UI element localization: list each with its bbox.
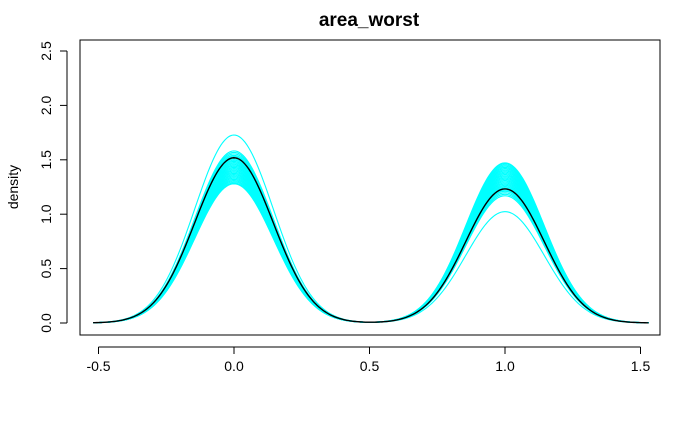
resample-density-line	[93, 170, 649, 324]
resample-density-line	[93, 168, 649, 324]
resample-density-line	[93, 164, 649, 324]
resample-density-line	[93, 162, 649, 324]
chart-title: area_worst	[319, 10, 420, 31]
resample-density-line	[93, 154, 649, 324]
x-tick-label: 0.5	[360, 358, 380, 374]
series-layer	[93, 134, 649, 324]
resample-density-line	[93, 151, 649, 324]
resample-density-line	[93, 167, 649, 324]
resample-density-line	[93, 164, 649, 324]
x-tick-label: 1.5	[631, 358, 651, 374]
y-axis-label: density	[5, 165, 21, 209]
y-axis: 0.0 0.5 1.0 1.5 2.0 2.5	[38, 41, 68, 333]
resample-density-line	[93, 150, 649, 324]
resample-density-line	[93, 166, 649, 324]
resample-density-line	[93, 171, 649, 324]
resample-density-line	[93, 165, 649, 324]
y-tick-label: 2.5	[38, 41, 54, 61]
y-tick-label: 0.0	[38, 313, 54, 333]
resample-density-line	[93, 169, 649, 324]
resample-density-line	[93, 172, 649, 324]
resample-density-line	[93, 165, 649, 324]
resample-density-line	[93, 166, 649, 324]
resample-density-line	[93, 134, 649, 324]
resample-density-line	[93, 159, 649, 324]
resample-density-line	[93, 169, 649, 324]
x-tick-label: 0.0	[224, 358, 244, 374]
resample-density-line	[93, 160, 649, 324]
y-tick-label: 2.0	[38, 95, 54, 115]
plot-frame	[79, 39, 661, 336]
resample-density-line	[93, 153, 649, 324]
resample-density-line	[93, 161, 649, 324]
resample-density-line	[93, 158, 649, 324]
resample-density-line	[93, 163, 649, 324]
x-tick-label: -0.5	[86, 358, 110, 374]
resample-density-line	[93, 171, 649, 324]
resample-density-line	[93, 157, 649, 324]
reference-density-line	[93, 157, 649, 324]
y-tick-label: 0.5	[38, 259, 54, 279]
y-tick-label: 1.0	[38, 204, 54, 224]
y-tick-label: 1.5	[38, 150, 54, 170]
resample-density-line	[93, 170, 649, 324]
resample-density-line	[93, 156, 649, 324]
x-tick-label: 1.0	[495, 358, 515, 374]
x-axis: -0.5 0.0 0.5 1.0 1.5	[86, 346, 651, 374]
resample-density-line	[93, 163, 649, 324]
